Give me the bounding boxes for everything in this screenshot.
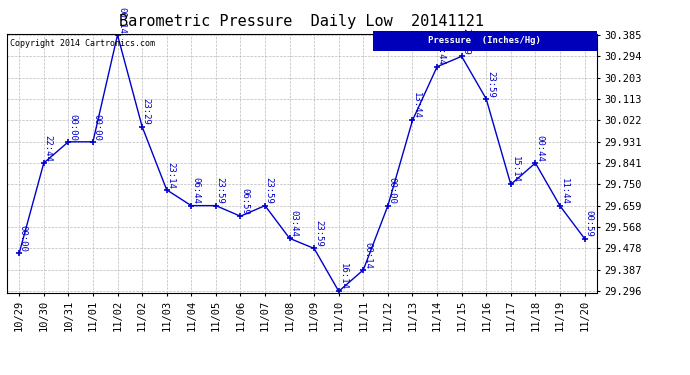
Text: 23:59: 23:59: [314, 220, 323, 247]
Text: 23:59: 23:59: [215, 177, 224, 204]
Text: 00:44: 00:44: [437, 39, 446, 65]
Title: Barometric Pressure  Daily Low  20141121: Barometric Pressure Daily Low 20141121: [119, 13, 484, 28]
Text: 22:44: 22:44: [43, 135, 52, 162]
Text: 00:00: 00:00: [92, 114, 101, 140]
Text: 00:14: 00:14: [117, 7, 126, 33]
Text: 15:14: 15:14: [511, 156, 520, 183]
Text: Copyright 2014 Cartronics.com: Copyright 2014 Cartronics.com: [10, 39, 155, 48]
Text: 13:44: 13:44: [412, 92, 421, 119]
Text: 16:14: 16:14: [338, 263, 347, 290]
Text: 23:59: 23:59: [265, 177, 274, 204]
Text: 06:59: 06:59: [240, 188, 249, 215]
Text: 23:29: 23:29: [141, 98, 150, 125]
Text: 23:14: 23:14: [166, 162, 175, 189]
Text: 00:00: 00:00: [388, 177, 397, 204]
Text: 00:59: 00:59: [584, 210, 593, 237]
Text: 00:00: 00:00: [19, 225, 28, 252]
Text: 23:59: 23:59: [486, 71, 495, 98]
Text: 00:00: 00:00: [68, 114, 77, 140]
Text: 11:44: 11:44: [560, 178, 569, 204]
Text: 06:44: 06:44: [191, 177, 200, 204]
Text: 23:59: 23:59: [462, 28, 471, 55]
Text: 00:14: 00:14: [363, 242, 372, 268]
Text: 00:44: 00:44: [535, 135, 544, 162]
Text: 03:44: 03:44: [289, 210, 298, 237]
